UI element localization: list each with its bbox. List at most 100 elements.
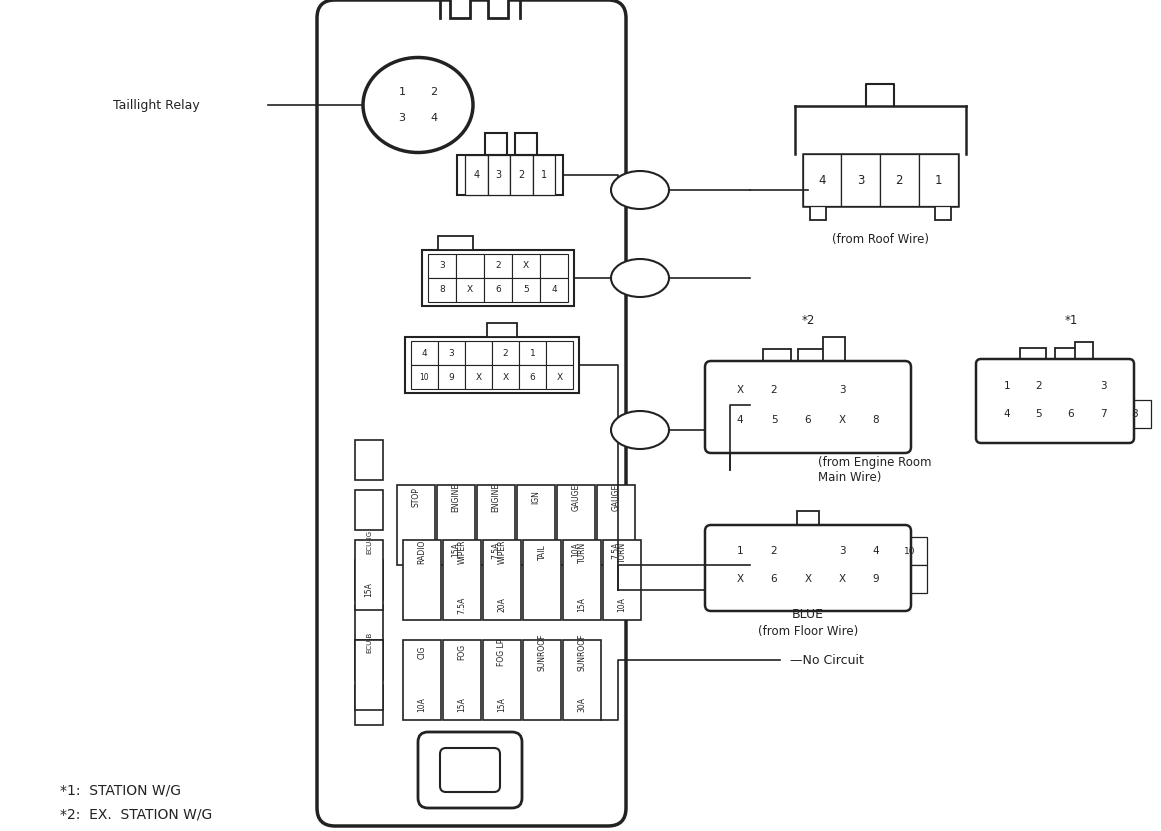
Text: 8: 8	[1132, 409, 1138, 419]
Bar	[540, 278, 568, 302]
Text: *2:  EX.  STATION W/G: *2: EX. STATION W/G	[60, 808, 212, 822]
Text: 20A: 20A	[498, 597, 506, 612]
Bar	[893, 537, 926, 565]
Bar	[825, 565, 859, 593]
Text: (from Roof Wire): (from Roof Wire)	[831, 234, 929, 247]
Text: 5: 5	[524, 286, 529, 294]
Bar	[802, 154, 842, 206]
Bar	[825, 405, 859, 435]
Bar	[512, 254, 540, 278]
Bar	[492, 341, 519, 365]
Bar	[385, 105, 418, 131]
Text: *2: *2	[801, 313, 815, 327]
Bar	[757, 565, 791, 593]
Text: IGN: IGN	[532, 490, 541, 504]
Bar	[823, 337, 845, 367]
Bar	[418, 79, 450, 105]
Bar	[1055, 372, 1087, 400]
Text: 3: 3	[398, 113, 405, 123]
Bar	[444, 640, 481, 720]
Text: X: X	[805, 574, 812, 584]
Text: 9: 9	[448, 372, 454, 381]
Text: 10A: 10A	[418, 697, 426, 712]
Text: 15A: 15A	[577, 597, 586, 612]
Bar	[1055, 348, 1081, 366]
Bar	[522, 540, 561, 620]
Bar	[723, 537, 893, 593]
Bar	[485, 133, 507, 155]
Bar	[510, 155, 533, 195]
Bar	[540, 254, 568, 278]
Bar	[1021, 348, 1046, 366]
Bar	[486, 323, 517, 337]
Text: (from Engine Room
Main Wire): (from Engine Room Main Wire)	[819, 456, 931, 484]
Text: 1: 1	[1004, 381, 1010, 391]
Bar	[466, 341, 492, 365]
Bar	[403, 640, 441, 720]
Bar	[893, 565, 926, 593]
Bar	[477, 485, 515, 565]
Text: 4: 4	[431, 113, 438, 123]
Text: 10: 10	[419, 372, 430, 381]
Bar	[355, 685, 383, 725]
Bar	[918, 154, 958, 206]
Text: TURN: TURN	[577, 541, 586, 563]
Bar	[438, 365, 466, 389]
Text: —No Circuit: —No Circuit	[789, 653, 864, 666]
Bar	[723, 565, 757, 593]
Text: ENGINE: ENGINE	[491, 483, 500, 512]
Text: 15A: 15A	[498, 697, 506, 712]
Bar	[723, 537, 757, 565]
Text: 1A: 1A	[632, 184, 649, 196]
Bar	[533, 155, 555, 195]
Bar	[456, 278, 484, 302]
Bar	[798, 349, 825, 369]
Bar	[355, 540, 383, 610]
Text: 30A: 30A	[577, 697, 586, 712]
Bar	[809, 206, 825, 220]
Text: 1: 1	[935, 174, 942, 186]
Text: SUNROOF: SUNROOF	[577, 633, 586, 671]
Bar	[825, 375, 859, 405]
Bar	[763, 349, 791, 369]
Bar	[563, 640, 601, 720]
Bar	[557, 485, 594, 565]
Bar	[1055, 400, 1087, 428]
Bar	[757, 375, 791, 405]
Text: 2: 2	[431, 87, 438, 97]
Bar	[723, 405, 757, 435]
Text: 7.5A: 7.5A	[457, 597, 467, 613]
Text: 2: 2	[771, 385, 778, 395]
Text: 8: 8	[439, 286, 445, 294]
Text: 3: 3	[448, 348, 454, 357]
Text: 6: 6	[1068, 409, 1074, 419]
Text: 4: 4	[421, 348, 427, 357]
Bar	[1087, 400, 1119, 428]
Bar	[355, 640, 383, 680]
Text: 2: 2	[895, 174, 903, 186]
Bar	[859, 537, 893, 565]
Text: 1B: 1B	[632, 272, 649, 284]
Text: BLUE: BLUE	[792, 608, 824, 622]
Bar	[437, 485, 475, 565]
Text: 2: 2	[496, 262, 500, 271]
Bar	[484, 254, 512, 278]
Bar	[428, 278, 456, 302]
Bar	[723, 375, 757, 405]
Text: 4: 4	[474, 170, 479, 180]
Text: X: X	[556, 372, 563, 381]
Bar	[603, 540, 641, 620]
Text: 4: 4	[819, 174, 825, 186]
Bar	[355, 560, 383, 600]
Text: RADIO: RADIO	[418, 540, 426, 564]
Text: 1: 1	[541, 170, 547, 180]
Text: GAUGE: GAUGE	[612, 484, 620, 510]
Bar	[842, 154, 880, 206]
Text: 7.5A: 7.5A	[491, 541, 500, 558]
Text: 15A: 15A	[452, 543, 461, 558]
Text: CIG: CIG	[418, 646, 426, 659]
Bar	[355, 440, 383, 480]
Text: 4: 4	[1004, 409, 1010, 419]
Bar	[757, 405, 791, 435]
Text: 15A: 15A	[365, 583, 374, 597]
